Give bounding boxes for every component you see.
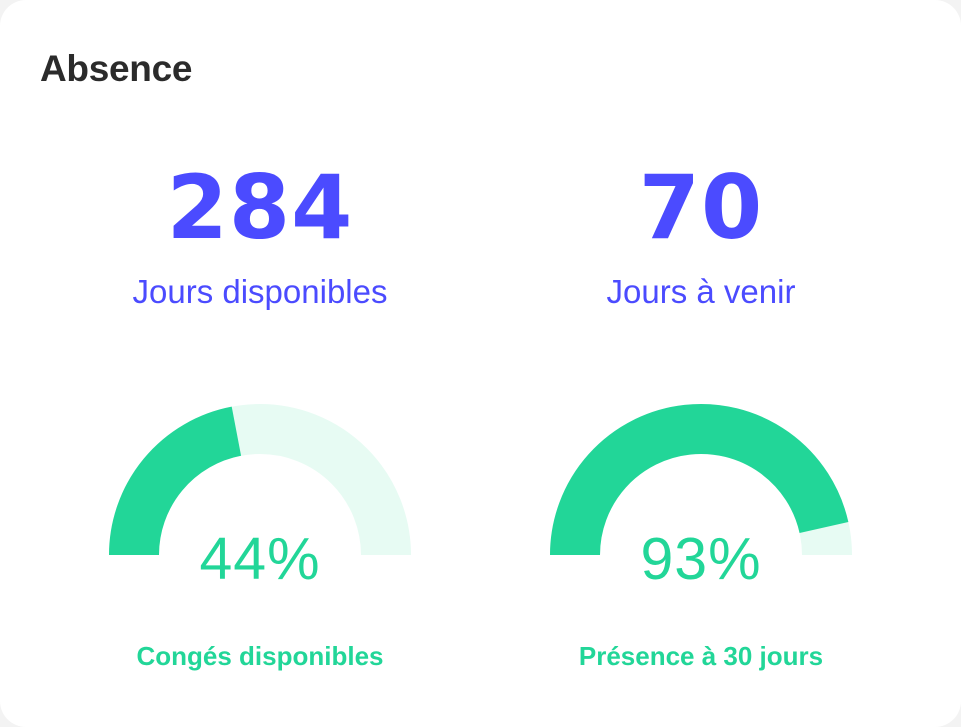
presence-gauge-fill bbox=[550, 404, 849, 556]
leave-gauge-percent: 44% bbox=[199, 526, 321, 592]
presence-gauge-caption: Présence à 30 jours bbox=[578, 641, 824, 671]
card-title: Absence bbox=[40, 48, 193, 89]
leave-gauge: 44% bbox=[105, 400, 415, 592]
available-days-value: 284 bbox=[166, 156, 354, 259]
upcoming-days-value: 70 bbox=[638, 156, 764, 259]
leave-gauge-fill bbox=[109, 406, 242, 556]
presence-gauge-percent: 93% bbox=[640, 526, 762, 592]
leave-gauge-caption: Congés disponibles bbox=[136, 641, 384, 671]
upcoming-days-label: Jours à venir bbox=[606, 273, 796, 310]
presence-gauge: 93% bbox=[546, 400, 856, 592]
available-days-label: Jours disponibles bbox=[132, 273, 388, 310]
presence-gauge-chart bbox=[550, 404, 852, 556]
leave-gauge-chart bbox=[109, 404, 411, 556]
